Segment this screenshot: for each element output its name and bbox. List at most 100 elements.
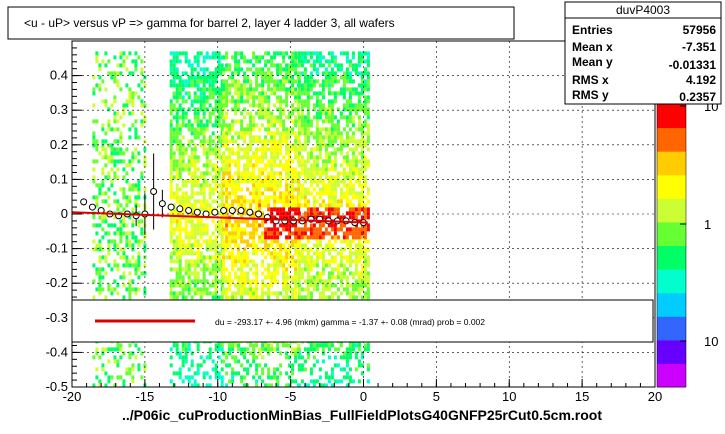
heatmap-cell bbox=[237, 167, 241, 172]
heatmap-cell bbox=[113, 171, 117, 176]
heatmap-cell bbox=[327, 107, 331, 112]
heatmap-cell bbox=[217, 227, 221, 232]
heatmap-cell bbox=[211, 83, 215, 88]
heatmap-cell bbox=[175, 371, 179, 376]
heatmap-cell bbox=[294, 271, 298, 276]
heatmap-cell bbox=[264, 75, 268, 80]
heatmap-cell bbox=[208, 151, 212, 156]
heatmap-cell bbox=[363, 195, 367, 200]
heatmap-cell bbox=[202, 83, 206, 88]
heatmap-cell bbox=[342, 115, 346, 120]
heatmap-cell bbox=[169, 231, 173, 236]
heatmap-cell bbox=[366, 163, 370, 168]
heatmap-cell bbox=[205, 371, 209, 376]
heatmap-cell bbox=[342, 139, 346, 144]
heatmap-cell bbox=[321, 87, 325, 92]
heatmap-cell bbox=[309, 83, 313, 88]
heatmap-cell bbox=[303, 79, 307, 84]
heatmap-cell bbox=[288, 151, 292, 156]
heatmap-cell bbox=[270, 211, 274, 216]
heatmap-cell bbox=[211, 179, 215, 184]
heatmap-cell bbox=[318, 367, 322, 372]
heatmap-cell bbox=[318, 383, 322, 388]
heatmap-cell bbox=[220, 195, 224, 200]
heatmap-cell bbox=[291, 231, 295, 236]
heatmap-cell bbox=[193, 379, 197, 384]
heatmap-cell bbox=[264, 383, 268, 388]
heatmap-cell bbox=[214, 75, 218, 80]
heatmap-cell bbox=[351, 91, 355, 96]
heatmap-cell bbox=[122, 271, 126, 276]
heatmap-cell bbox=[300, 183, 304, 188]
heatmap-cell bbox=[330, 195, 334, 200]
heatmap-cell bbox=[261, 199, 265, 204]
heatmap-cell bbox=[137, 55, 141, 60]
heatmap-cell bbox=[234, 243, 238, 248]
heatmap-cell bbox=[193, 155, 197, 160]
heatmap-cell bbox=[294, 207, 298, 212]
heatmap-cell bbox=[249, 79, 253, 84]
heatmap-cell bbox=[211, 191, 215, 196]
heatmap-cell bbox=[354, 163, 358, 168]
heatmap-cell bbox=[237, 279, 241, 284]
heatmap-cell bbox=[297, 163, 301, 168]
heatmap-cell bbox=[288, 275, 292, 280]
heatmap-cell bbox=[324, 283, 328, 288]
heatmap-cell bbox=[240, 275, 244, 280]
heatmap-cell bbox=[282, 135, 286, 140]
heatmap-cell bbox=[294, 235, 298, 240]
heatmap-cell bbox=[98, 87, 102, 92]
heatmap-cell bbox=[279, 63, 283, 68]
heatmap-cell bbox=[336, 131, 340, 136]
heatmap-cell bbox=[202, 263, 206, 268]
heatmap-cell bbox=[231, 71, 235, 76]
heatmap-cell bbox=[181, 135, 185, 140]
heatmap-cell bbox=[131, 279, 135, 284]
heatmap-cell bbox=[294, 55, 298, 60]
heatmap-cell bbox=[327, 231, 331, 236]
heatmap-cell bbox=[246, 159, 250, 164]
heatmap-cell bbox=[178, 131, 182, 136]
heatmap-cell bbox=[205, 231, 209, 236]
heatmap-cell bbox=[214, 247, 218, 252]
heatmap-cell bbox=[300, 163, 304, 168]
heatmap-cell bbox=[342, 351, 346, 356]
heatmap-cell bbox=[327, 223, 331, 228]
heatmap-cell bbox=[172, 75, 176, 80]
heatmap-cell bbox=[360, 243, 364, 248]
heatmap-cell bbox=[252, 279, 256, 284]
heatmap-cell bbox=[297, 111, 301, 116]
heatmap-cell bbox=[95, 231, 99, 236]
heatmap-cell bbox=[234, 79, 238, 84]
heatmap-cell bbox=[351, 191, 355, 196]
heatmap-cell bbox=[273, 267, 277, 272]
heatmap-cell bbox=[178, 219, 182, 224]
heatmap-cell bbox=[181, 83, 185, 88]
heatmap-cell bbox=[237, 343, 241, 348]
heatmap-cell bbox=[104, 155, 108, 160]
heatmap-cell bbox=[264, 235, 268, 240]
heatmap-cell bbox=[267, 83, 271, 88]
heatmap-cell bbox=[333, 235, 337, 240]
heatmap-cell bbox=[354, 367, 358, 372]
heatmap-cell bbox=[214, 119, 218, 124]
heatmap-cell bbox=[360, 295, 364, 300]
heatmap-cell bbox=[243, 147, 247, 152]
heatmap-cell bbox=[208, 351, 212, 356]
heatmap-cell bbox=[128, 99, 132, 104]
heatmap-cell bbox=[270, 207, 274, 212]
heatmap-cell bbox=[225, 171, 229, 176]
heatmap-cell bbox=[101, 215, 105, 220]
heatmap-cell bbox=[270, 79, 274, 84]
heatmap-cell bbox=[237, 211, 241, 216]
heatmap-cell bbox=[181, 107, 185, 112]
heatmap-cell bbox=[190, 263, 194, 268]
heatmap-cell bbox=[187, 263, 191, 268]
heatmap-cell bbox=[315, 95, 319, 100]
heatmap-cell bbox=[104, 347, 108, 352]
heatmap-cell bbox=[116, 267, 120, 272]
heatmap-cell bbox=[178, 75, 182, 80]
heatmap-cell bbox=[294, 139, 298, 144]
heatmap-cell bbox=[327, 287, 331, 292]
stats-label-entries: Entries bbox=[572, 23, 613, 37]
